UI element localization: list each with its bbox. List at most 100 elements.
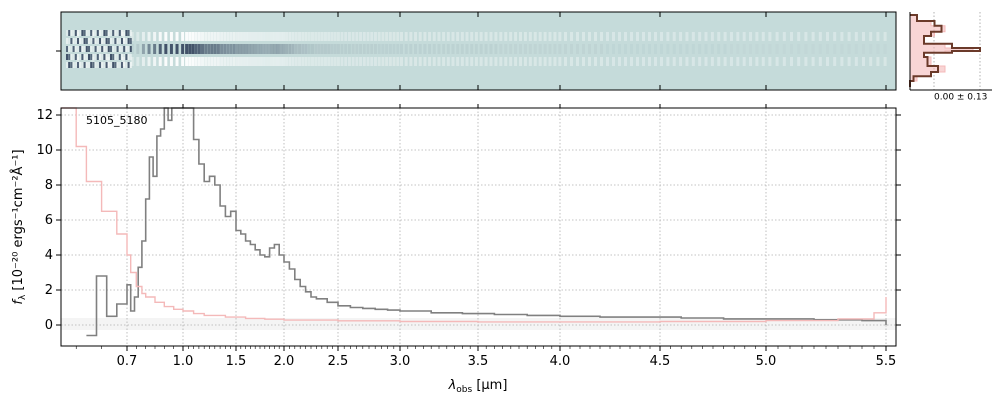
noise-cell: [129, 46, 132, 52]
x-tick-label: 3.0: [390, 354, 411, 369]
noise-cell: [129, 62, 132, 68]
trace-core: [164, 44, 168, 54]
trace-halo-top: [153, 32, 157, 41]
trace-halo-top: [704, 32, 708, 41]
trace-halo-bottom: [717, 57, 721, 66]
trace-core: [244, 44, 248, 54]
trace-halo-top: [460, 32, 464, 41]
trace-core: [355, 44, 359, 54]
trace-halo-bottom: [543, 57, 547, 66]
trace-halo-top: [188, 32, 192, 41]
trace-halo-bottom: [259, 57, 263, 66]
noise-cell: [85, 46, 88, 52]
trace-halo-top: [130, 32, 134, 41]
trace-halo-top: [164, 32, 168, 41]
heatmap-cells: [66, 30, 887, 68]
trace-halo-top: [194, 32, 198, 41]
trace-halo-bottom: [247, 57, 251, 66]
noise-cell: [103, 30, 106, 36]
x-tick-label: 3.5: [468, 354, 489, 369]
noise-cell: [85, 62, 88, 68]
trace-halo-bottom: [106, 57, 110, 66]
trace-core: [743, 44, 746, 54]
trace-core: [790, 44, 793, 54]
noise-cell: [110, 62, 112, 68]
trace-core: [207, 44, 211, 54]
trace-core: [833, 44, 836, 54]
trace-core: [204, 44, 208, 54]
trace-halo-bottom: [588, 57, 591, 66]
trace-halo-top: [479, 32, 483, 41]
noise-cell: [99, 46, 101, 52]
trace-halo-top: [244, 32, 248, 41]
noise-cell: [68, 46, 71, 52]
trace-halo-bottom: [749, 57, 753, 66]
trace-halo-bottom: [558, 57, 562, 66]
noise-cell: [96, 46, 99, 52]
trace-halo-bottom: [273, 57, 277, 66]
noise-cell: [96, 62, 99, 68]
y-tick-label: 8: [45, 178, 53, 193]
trace-halo-top: [790, 32, 793, 41]
trace-halo-top: [359, 32, 363, 41]
y-tick-label: 6: [45, 213, 53, 228]
trace-halo-bottom: [432, 57, 436, 66]
trace-halo-bottom: [666, 57, 670, 66]
noise-cell: [121, 30, 123, 36]
trace-core: [484, 44, 488, 54]
trace-halo-top: [876, 32, 880, 41]
noise-cell: [110, 38, 112, 44]
trace-halo-bottom: [366, 57, 370, 66]
trace-core: [130, 44, 134, 54]
noise-cell: [118, 38, 121, 44]
noise-cell: [94, 46, 97, 52]
noise-cell: [127, 54, 130, 60]
trace-halo-bottom: [797, 57, 801, 66]
noise-cell: [114, 46, 117, 52]
x-tick-label: 4.5: [650, 354, 671, 369]
trace-core: [197, 44, 201, 54]
trace-halo-bottom: [437, 57, 441, 66]
trace-halo-bottom: [691, 57, 695, 66]
trace-halo-top: [499, 32, 503, 41]
trace-core: [519, 44, 522, 54]
trace-core: [588, 44, 591, 54]
panel-1d-spectrum: 0.7 1.0 1.5 2.0 2.5 3.0 3.5 4.0 4.5 5.0 5.5 0 2 4 6 8 10…: [10, 104, 901, 395]
trace-core: [317, 44, 321, 54]
trace-halo-top: [594, 32, 597, 41]
trace-core: [717, 44, 720, 54]
trace-halo-bottom: [790, 57, 793, 66]
trace-halo-top: [582, 32, 585, 41]
trace-halo-bottom: [377, 57, 381, 66]
trace-halo-top: [204, 32, 208, 41]
trace-halo-bottom: [381, 57, 385, 66]
noise-cell: [118, 62, 121, 68]
trace-halo-bottom: [164, 57, 168, 66]
trace-core: [276, 44, 280, 54]
trace-core: [494, 44, 498, 54]
noise-cell: [125, 54, 128, 60]
noise-cell: [92, 62, 95, 68]
trace-halo-bottom: [456, 57, 460, 66]
trace-core: [876, 44, 879, 54]
trace-halo-top: [307, 32, 311, 41]
trace-halo-top: [76, 32, 80, 41]
noise-cell: [77, 62, 79, 68]
noise-cell: [72, 30, 75, 36]
trace-halo-top: [514, 32, 518, 41]
trace-core: [474, 44, 478, 54]
trace-halo-top: [288, 32, 292, 41]
trace-halo-bottom: [755, 57, 759, 66]
noise-cell: [74, 46, 77, 52]
trace-halo-top: [423, 32, 427, 41]
trace-halo-bottom: [264, 57, 268, 66]
trace-core: [724, 44, 727, 54]
trace-core: [456, 44, 460, 54]
error-line: [61, 107, 887, 323]
trace-halo-bottom: [359, 57, 363, 66]
flux-line: [86, 107, 887, 337]
trace-halo-top: [347, 32, 351, 41]
trace-halo-top: [229, 32, 233, 41]
noise-cell: [107, 54, 110, 60]
trace-halo-bottom: [400, 57, 403, 66]
